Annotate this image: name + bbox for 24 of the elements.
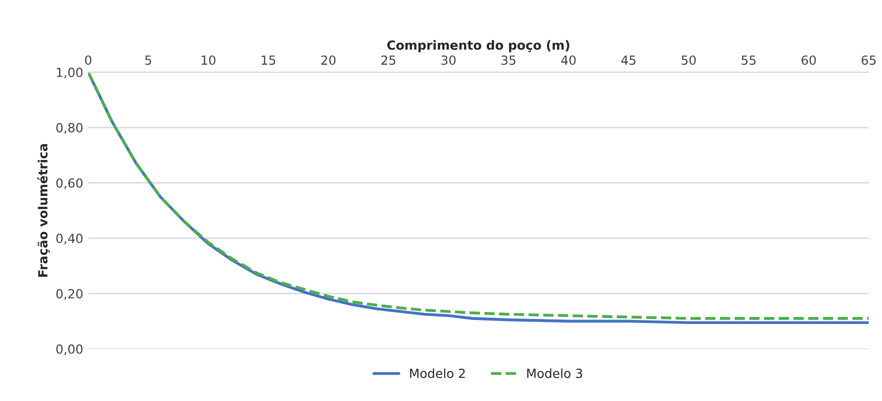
y-tick-label: 1,00	[56, 68, 83, 78]
x-tick-label: 55	[742, 56, 756, 65]
x-tick-label: 15	[262, 56, 276, 65]
x-tick-label: 25	[381, 55, 396, 65]
legend-label: Modelo 3	[527, 368, 582, 378]
y-tick-label: 0,40	[56, 234, 83, 244]
x-tick-label: 10	[202, 55, 216, 65]
x-tick-label: 40	[561, 55, 576, 65]
x-tick-label: 35	[502, 55, 516, 65]
y-tick-label: 0,80	[56, 122, 83, 134]
x-tick-label: 5	[145, 56, 152, 65]
y-tick-label: 0,20	[56, 289, 83, 300]
x-tick-label: 30	[441, 55, 456, 65]
x-tick-label: 0	[85, 55, 92, 65]
x-tick-label: 20	[321, 55, 336, 65]
x-tick-label: 45	[621, 56, 636, 65]
y-axis-title: Fração volumétrica	[37, 144, 50, 277]
x-tick-label: 65	[862, 55, 876, 65]
x-tick-label: 50	[682, 55, 696, 65]
legend-label: Modelo 2	[410, 368, 465, 378]
y-tick-label: 0,60	[56, 178, 83, 190]
x-tick-label: 60	[802, 55, 816, 65]
y-tick-label: 0,00	[56, 344, 83, 356]
x-axis-title: Comprimento do poço (m)	[387, 40, 570, 52]
